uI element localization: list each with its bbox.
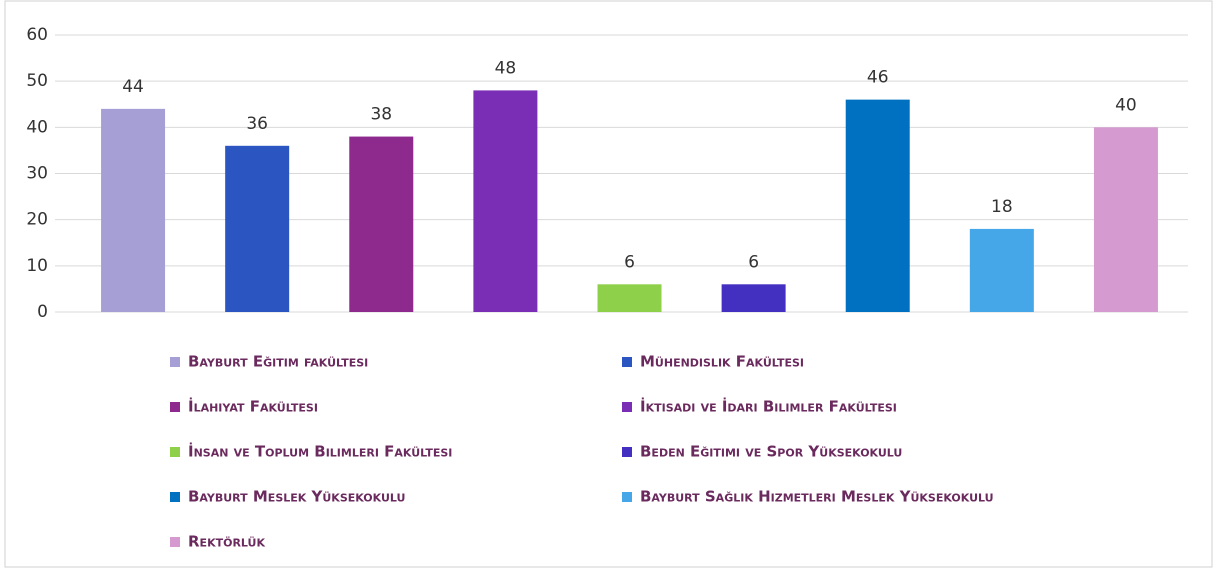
legend-swatch bbox=[622, 402, 632, 412]
value-label: 6 bbox=[624, 252, 635, 272]
bar bbox=[473, 90, 538, 313]
legend-label: İnsan ve Toplum Bilimleri Fakültesi bbox=[188, 442, 452, 461]
bar bbox=[845, 99, 910, 312]
legend-swatch bbox=[170, 537, 180, 547]
value-label: 36 bbox=[246, 114, 268, 134]
legend-swatch bbox=[170, 492, 180, 502]
legend-swatch bbox=[622, 492, 632, 502]
legend-label: Mühendislik Fakültesi bbox=[640, 353, 804, 371]
legend-label: İlahiyat Fakültesi bbox=[188, 397, 318, 416]
y-tick-label: 0 bbox=[37, 302, 48, 322]
legend-label: Bayburt Eğitim fakültesi bbox=[188, 353, 368, 371]
value-label: 46 bbox=[867, 68, 889, 88]
legend-label: Bayburt Sağlık Hizmetleri Meslek Yükseko… bbox=[640, 488, 994, 506]
value-label: 18 bbox=[991, 197, 1013, 217]
value-label: 44 bbox=[122, 77, 144, 97]
value-label: 48 bbox=[495, 58, 517, 78]
legend-label: Beden Eğitimi ve Spor Yüksekokulu bbox=[640, 443, 902, 461]
value-label: 6 bbox=[748, 252, 759, 272]
legend-swatch bbox=[622, 357, 632, 367]
bar bbox=[349, 136, 414, 312]
legend-label: Rektörlük bbox=[188, 533, 265, 551]
bar bbox=[101, 108, 166, 312]
y-tick-label: 30 bbox=[26, 164, 48, 184]
legend-swatch bbox=[170, 402, 180, 412]
bar bbox=[1093, 127, 1158, 312]
legend-label: İktisadi ve İdari Bilimler Fakültesi bbox=[640, 397, 897, 416]
bar bbox=[969, 228, 1034, 312]
legend-swatch bbox=[170, 357, 180, 367]
bar bbox=[597, 284, 662, 312]
legend-label: Bayburt Meslek Yüksekokulu bbox=[188, 488, 405, 506]
bar bbox=[225, 145, 290, 312]
y-tick-label: 60 bbox=[26, 25, 48, 45]
legend-swatch bbox=[170, 447, 180, 457]
value-label: 38 bbox=[370, 105, 392, 125]
legend-swatch bbox=[622, 447, 632, 457]
bar bbox=[721, 284, 786, 312]
y-tick-label: 40 bbox=[26, 117, 48, 137]
y-tick-label: 10 bbox=[26, 256, 48, 276]
y-tick-label: 20 bbox=[26, 210, 48, 230]
y-tick-label: 50 bbox=[26, 71, 48, 91]
value-label: 40 bbox=[1115, 95, 1137, 115]
